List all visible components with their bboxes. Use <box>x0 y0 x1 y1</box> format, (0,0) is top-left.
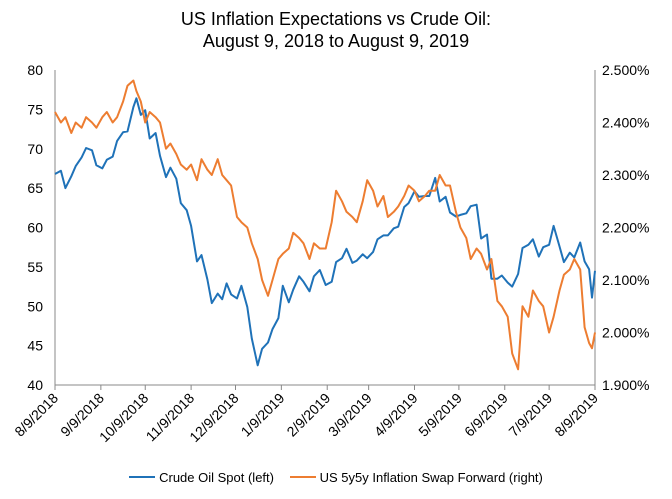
y-left-tick-label: 50 <box>27 298 43 314</box>
legend-item-inflation-swap: US 5y5y Inflation Swap Forward (right) <box>289 469 543 485</box>
legend-label-crude: Crude Oil Spot (left) <box>159 469 274 485</box>
legend: Crude Oil Spot (left) US 5y5y Inflation … <box>0 466 672 485</box>
legend-swatch-crude <box>129 476 156 478</box>
x-tick-label: 7/9/2019 <box>505 390 555 440</box>
chart-title-line2: August 9, 2018 to August 9, 2019 <box>202 31 470 51</box>
x-tick-label: 3/9/2019 <box>325 390 375 440</box>
legend-swatch-inflation-swap <box>289 476 316 478</box>
y-left-tick-label: 80 <box>27 62 43 78</box>
y-right-tick-label: 1.900% <box>602 377 649 393</box>
x-tick-label: 8/9/2019 <box>551 390 601 440</box>
x-tick-label: 1/9/2019 <box>238 390 288 440</box>
y-right-tick-label: 2.300% <box>602 167 649 183</box>
y-left-tick-label: 75 <box>27 101 43 117</box>
y-right-tick-label: 2.500% <box>602 62 649 78</box>
y-right-tick-label: 2.000% <box>602 325 649 341</box>
y-left-tick-label: 65 <box>27 180 43 196</box>
legend-label-inflation-swap: US 5y5y Inflation Swap Forward (right) <box>319 469 543 485</box>
x-tick-label: 4/9/2019 <box>371 390 421 440</box>
x-tick-label: 10/9/2018 <box>96 390 152 446</box>
legend-item-crude: Crude Oil Spot (left) <box>129 470 274 485</box>
x-tick-label: 8/9/2018 <box>11 390 61 440</box>
y-left-tick-label: 60 <box>27 220 43 236</box>
series-line-inflation-swap <box>54 79 596 371</box>
y-left-tick-label: 55 <box>27 259 43 275</box>
y-right-tick-label: 2.400% <box>602 115 649 131</box>
x-tick-label: 5/9/2019 <box>415 390 465 440</box>
chart-title: US Inflation Expectations vs Crude Oil: … <box>0 8 672 52</box>
y-right-tick-label: 2.100% <box>602 272 649 288</box>
x-tick-label: 6/9/2019 <box>461 390 511 440</box>
y-right-tick-label: 2.200% <box>602 220 649 236</box>
y-left-tick-label: 70 <box>27 141 43 157</box>
series-line-crude-oil <box>54 97 596 367</box>
x-tick-label: 2/9/2019 <box>283 390 333 440</box>
x-tick-label: 12/9/2018 <box>186 390 242 446</box>
y-left-tick-label: 40 <box>27 377 43 393</box>
y-left-tick-label: 45 <box>27 338 43 354</box>
chart-title-line1: US Inflation Expectations vs Crude Oil: <box>180 9 492 29</box>
